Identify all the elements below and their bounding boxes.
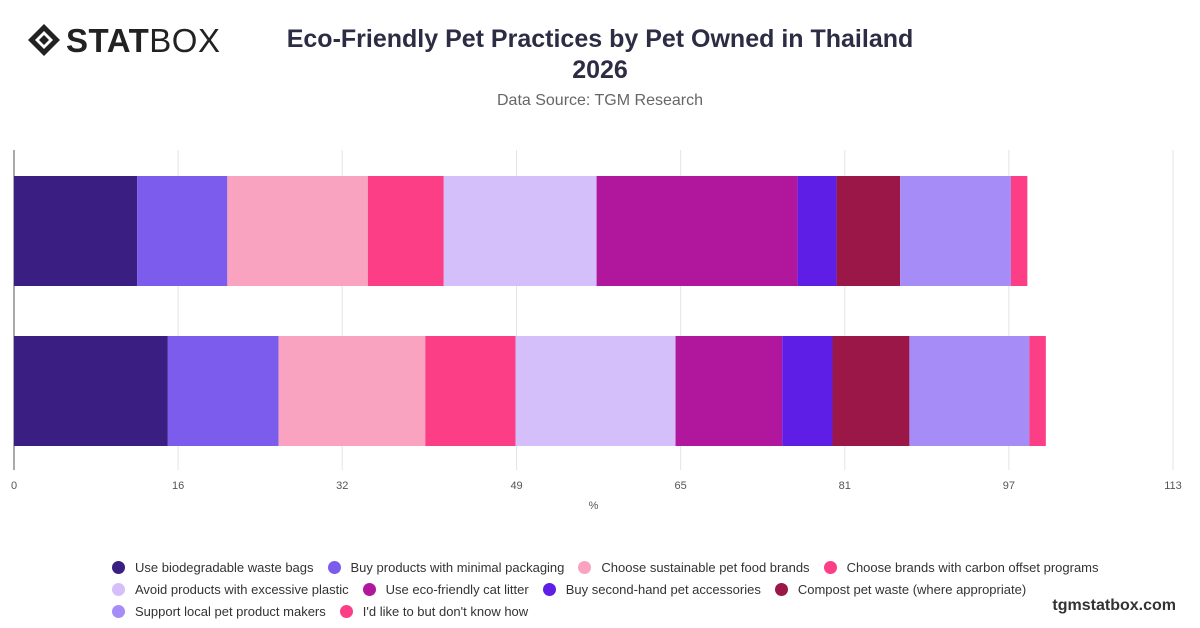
legend-label: I'd like to but don't know how	[362, 603, 529, 619]
x-tick-label: 81	[839, 480, 851, 492]
bar-segment	[443, 176, 597, 286]
bar-segment	[278, 336, 426, 446]
x-tick-label: 97	[1003, 480, 1015, 492]
bar-segment	[596, 176, 798, 286]
legend-item[interactable]: I'd like to but don't know how	[339, 603, 529, 619]
bar-segment	[782, 336, 833, 446]
chart-title: Eco-Friendly Pet Practices by Pet Owned …	[250, 24, 950, 86]
bar-segment	[675, 336, 783, 446]
bar-segment	[797, 176, 837, 286]
legend-swatch-icon	[823, 560, 837, 574]
bar-segment	[1010, 176, 1028, 286]
legend-swatch-icon	[362, 582, 376, 596]
statbox-logo: STATBOX	[26, 22, 220, 58]
chart-title-line1: Eco-Friendly Pet Practices by Pet Owned …	[286, 25, 914, 53]
legend-swatch-icon	[578, 560, 592, 574]
x-tick-label: 65	[675, 480, 687, 492]
legend-item[interactable]: Use eco-friendly cat litter	[362, 581, 529, 597]
legend-swatch-icon	[542, 582, 556, 596]
legend-label: Compost pet waste (where appropriate)	[797, 581, 1027, 597]
legend-label: Avoid products with excessive plastic	[135, 581, 349, 597]
bar-segment	[836, 176, 901, 286]
legend-item[interactable]: Avoid products with excessive plastic	[112, 582, 349, 597]
chart-legend: Use biodegradable waste bags Buy products…	[112, 556, 1112, 622]
chart-subtitle: Data Source: TGM Research	[496, 92, 703, 109]
legend-label: Choose sustainable pet food brands	[601, 559, 810, 575]
legend-item[interactable]: Buy second-hand pet accessories	[542, 581, 761, 597]
x-axis-label: %	[589, 500, 599, 512]
bar-segment	[909, 336, 1030, 446]
legend-label: Choose brands with carbon offset program…	[846, 559, 1099, 575]
x-tick-label: 32	[336, 480, 348, 492]
legend-swatch-icon	[112, 560, 125, 574]
logo-wordmark: STATBOX	[66, 21, 221, 59]
bar-segment	[137, 176, 228, 286]
bar-segment	[14, 176, 138, 286]
legend-label: Buy second-hand pet accessories	[565, 581, 761, 597]
watermark: tgmstatbox.com	[1052, 597, 1176, 614]
bar-segment	[425, 336, 516, 446]
x-tick-label: 49	[510, 480, 522, 492]
legend-item[interactable]: Choose brands with carbon offset program…	[823, 559, 1099, 575]
x-tick-label: 0	[11, 480, 17, 492]
bar-segment	[227, 176, 368, 286]
bar-segment	[367, 176, 444, 286]
legend-label: Buy products with minimal packaging	[350, 559, 565, 575]
legend-swatch-icon	[327, 560, 341, 574]
legend-row: Avoid products with excessive plastic Use…	[112, 578, 1112, 600]
chart-title-line2: 2026	[572, 56, 628, 84]
legend-label: Support local pet product makers	[135, 603, 326, 619]
bar-segment	[14, 336, 168, 446]
legend-label: Use biodegradable waste bags	[135, 559, 314, 575]
bar-segment	[515, 336, 676, 446]
legend-row: Use biodegradable waste bags Buy products…	[112, 556, 1112, 578]
legend-row: Support local pet product makers I'd like…	[112, 600, 1112, 622]
legend-swatch-icon	[112, 582, 125, 596]
bar-segment	[900, 176, 1011, 286]
legend-item[interactable]: Choose sustainable pet food brands	[578, 559, 810, 575]
diamond-logo-icon	[28, 24, 60, 56]
legend-item[interactable]: Support local pet product makers	[112, 604, 326, 619]
legend-swatch-icon	[339, 604, 353, 618]
legend-swatch-icon	[774, 582, 788, 596]
bar-segment	[832, 336, 910, 446]
legend-item[interactable]: Compost pet waste (where appropriate)	[774, 581, 1027, 597]
legend-label: Use eco-friendly cat litter	[385, 581, 529, 597]
bar-segment	[1029, 336, 1046, 446]
bar-segment	[167, 336, 279, 446]
legend-item[interactable]: Buy products with minimal packaging	[327, 559, 565, 575]
legend-item[interactable]: Use biodegradable waste bags	[112, 560, 314, 575]
x-tick-label: 113	[1164, 480, 1182, 492]
x-tick-label: 16	[172, 480, 184, 492]
legend-swatch-icon	[112, 604, 125, 618]
